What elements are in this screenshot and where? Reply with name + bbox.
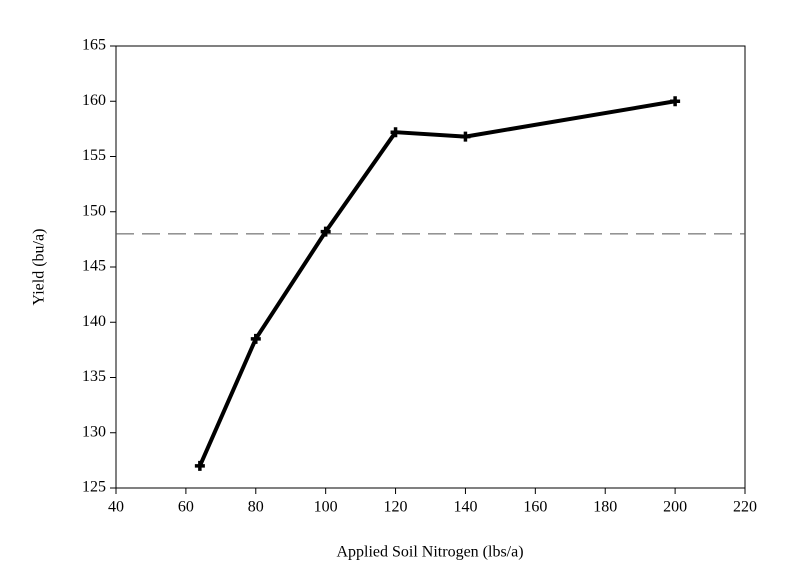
y-tick-label: 165 (82, 37, 106, 54)
point-marker (250, 333, 261, 344)
x-tick-label: 40 (108, 499, 124, 516)
x-tick-label: 200 (663, 499, 687, 516)
x-tick-label: 180 (593, 499, 617, 516)
x-tick-label: 60 (178, 499, 194, 516)
data-line (198, 99, 676, 467)
y-tick-label: 145 (82, 258, 106, 275)
point-marker (194, 460, 205, 471)
x-tick-label: 220 (733, 499, 757, 516)
y-tick-label: 160 (82, 92, 106, 109)
x-tick-label: 140 (453, 499, 477, 516)
x-tick-label: 160 (523, 499, 547, 516)
point-marker (390, 127, 401, 138)
point-marker (320, 226, 331, 237)
x-tick-label: 80 (248, 499, 264, 516)
point-marker (670, 96, 681, 107)
plot-frame (115, 45, 746, 489)
x-tick-label: 120 (384, 499, 408, 516)
y-tick-label: 140 (82, 313, 106, 330)
y-tick-label: 125 (82, 479, 106, 496)
y-axis-label: Yield (bu/a) (31, 229, 48, 306)
y-tick-label: 135 (82, 368, 106, 385)
x-tick-label: 100 (314, 499, 338, 516)
x-axis-label: Applied Soil Nitrogen (lbs/a) (336, 544, 523, 561)
y-tick-label: 155 (82, 147, 106, 164)
y-tick-label: 150 (82, 202, 106, 219)
point-marker (460, 131, 471, 142)
y-tick-label: 130 (82, 423, 106, 440)
